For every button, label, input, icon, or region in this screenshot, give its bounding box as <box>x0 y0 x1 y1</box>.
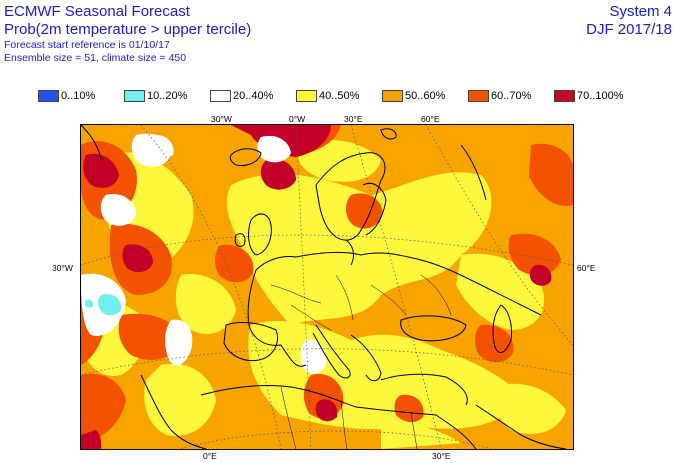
lon-label-top: 30°E <box>344 114 363 124</box>
lon-label-top: 60°E <box>421 114 440 124</box>
legend-label: 0..10% <box>61 90 96 102</box>
legend-swatch <box>382 90 403 102</box>
legend: 0..10% 10..20% 20..40% 40..50% 50..60% 6… <box>38 89 658 103</box>
lat-label-right: 60°E <box>577 263 596 273</box>
ensemble-size: Ensemble size = 51, climate size = 450 <box>4 52 187 64</box>
legend-item: 20..40% <box>210 89 273 103</box>
legend-item: 0..10% <box>38 89 95 103</box>
lon-label-top: 30°W <box>211 114 232 124</box>
system-label: System 4 <box>609 3 672 20</box>
lon-label-bottom: 30°E <box>432 451 451 461</box>
prob-region-10-20 <box>85 294 122 316</box>
legend-swatch <box>468 90 489 102</box>
legend-label: 60..70% <box>491 90 532 102</box>
coastlines <box>81 125 567 449</box>
period-label: DJF 2017/18 <box>586 21 672 38</box>
lon-label-bottom: 0°E <box>203 451 217 461</box>
legend-swatch <box>554 90 575 102</box>
probability-map <box>80 124 574 450</box>
legend-item: 40..50% <box>296 89 359 103</box>
legend-item: 10..20% <box>124 89 187 103</box>
borders <box>270 274 452 449</box>
legend-item: 60..70% <box>468 89 531 103</box>
lon-label-top: 0°W <box>289 114 306 124</box>
legend-label: 70..100% <box>577 90 624 102</box>
forecast-title: ECMWF Seasonal Forecast <box>4 3 190 20</box>
legend-swatch <box>296 90 317 102</box>
legend-swatch <box>210 90 231 102</box>
graticule <box>81 125 573 449</box>
legend-item: 50..60% <box>382 89 445 103</box>
map-canvas <box>81 125 573 449</box>
forecast-subtitle: Prob(2m temperature > upper tercile) <box>4 21 252 38</box>
legend-swatch <box>38 90 59 102</box>
lat-label-left: 30°W <box>52 263 73 273</box>
legend-label: 10..20% <box>147 90 188 102</box>
legend-label: 20..40% <box>233 90 274 102</box>
legend-label: 50..60% <box>405 90 446 102</box>
header-right: System 4 DJF 2017/18 <box>586 3 672 39</box>
legend-swatch <box>124 90 145 102</box>
header-left: ECMWF Seasonal Forecast Prob(2m temperat… <box>4 3 251 65</box>
legend-label: 40..50% <box>319 90 360 102</box>
legend-item: 70..100% <box>554 89 623 103</box>
start-reference: Forecast start reference is 01/10/17 <box>4 39 170 51</box>
